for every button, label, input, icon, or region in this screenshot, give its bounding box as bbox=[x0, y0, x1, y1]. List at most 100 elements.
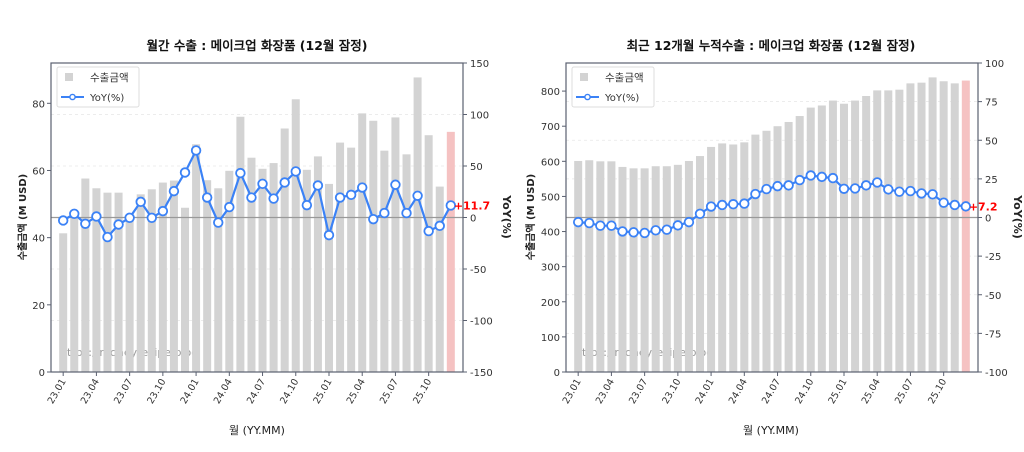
yoy-point bbox=[368, 213, 379, 225]
x-tick-label: 24.10 bbox=[278, 377, 301, 406]
bar bbox=[158, 182, 167, 372]
bar bbox=[291, 99, 300, 372]
bar bbox=[391, 117, 400, 373]
y-tick-label: 60 bbox=[32, 166, 45, 177]
yoy-point bbox=[750, 188, 761, 200]
yoy-point bbox=[783, 180, 794, 191]
bar bbox=[684, 160, 693, 372]
yoy-point bbox=[960, 201, 972, 212]
yoy-point bbox=[716, 199, 728, 211]
bar bbox=[324, 183, 333, 372]
bar bbox=[103, 192, 112, 372]
bar bbox=[928, 77, 937, 372]
yoy-point bbox=[584, 217, 595, 229]
x-tick-label: 25.07 bbox=[378, 377, 401, 406]
legend-bar-swatch bbox=[580, 73, 588, 81]
yoy-point bbox=[412, 190, 423, 201]
yoy-point bbox=[113, 219, 124, 230]
yoy-point bbox=[246, 192, 257, 203]
yoy-point bbox=[827, 172, 839, 184]
bar bbox=[269, 163, 278, 372]
yoy-point bbox=[860, 180, 872, 191]
legend: 수출금액 YoY(%) bbox=[56, 66, 140, 108]
yoy-point bbox=[190, 145, 202, 156]
chart-title: 월간 수출 : 메이크업 화장품 (12월 잠정) bbox=[147, 38, 368, 53]
legend-label-bars: 수출금액 bbox=[90, 72, 129, 84]
bar bbox=[424, 135, 433, 372]
yoy-point bbox=[794, 174, 805, 186]
bar bbox=[806, 107, 815, 373]
yoy-point bbox=[606, 220, 617, 231]
x-tick-label: 24.10 bbox=[793, 377, 816, 406]
yoy-point bbox=[213, 217, 224, 228]
bar bbox=[247, 157, 256, 372]
yoy-point bbox=[683, 216, 695, 228]
bar bbox=[817, 105, 826, 373]
bar bbox=[773, 126, 782, 372]
bar bbox=[740, 142, 749, 372]
bar bbox=[446, 131, 455, 372]
bar bbox=[707, 146, 716, 372]
yoy-point bbox=[146, 212, 157, 224]
yoy-point bbox=[69, 208, 80, 219]
y-tick-label: 100 bbox=[541, 333, 560, 344]
y-axis-label: 수출금액 (M USD) bbox=[524, 174, 537, 260]
yoy-point bbox=[595, 220, 606, 231]
yoy-point bbox=[334, 192, 346, 203]
y2-tick-label: -100 bbox=[985, 368, 1008, 379]
bar bbox=[192, 144, 201, 372]
yoy-point bbox=[80, 218, 91, 229]
yoy-point bbox=[849, 183, 861, 194]
bar bbox=[917, 82, 926, 372]
y2-tick-label: -100 bbox=[470, 317, 493, 328]
yoy-point bbox=[423, 225, 434, 237]
bar bbox=[258, 168, 267, 372]
x-tick-label: 23.01 bbox=[46, 377, 69, 406]
bar bbox=[214, 188, 223, 372]
bar bbox=[225, 170, 234, 372]
bar bbox=[795, 116, 804, 372]
yoy-point bbox=[572, 216, 584, 228]
yoy-point bbox=[124, 212, 135, 224]
yoy-point bbox=[739, 198, 750, 209]
y2-tick-label: 100 bbox=[470, 111, 489, 122]
yoy-point bbox=[905, 185, 916, 197]
yoy-point bbox=[179, 167, 191, 178]
x-axis-label: 월 (YY.MM) bbox=[229, 424, 285, 437]
bar bbox=[895, 89, 904, 372]
y-tick-label: 700 bbox=[541, 122, 560, 133]
yoy-point bbox=[102, 231, 113, 243]
x-tick-label: 23.07 bbox=[112, 377, 135, 406]
yoy-point bbox=[938, 197, 949, 208]
yoy-point bbox=[57, 215, 69, 226]
y2-tick-label: -150 bbox=[470, 368, 493, 379]
x-tick-label: 24.07 bbox=[760, 377, 783, 406]
legend-marker-swatch bbox=[584, 93, 591, 101]
bar bbox=[651, 166, 660, 372]
x-tick-label: 23.07 bbox=[627, 377, 650, 406]
yoy-point bbox=[168, 185, 180, 197]
bar bbox=[884, 90, 893, 372]
y2-tick-label: 150 bbox=[470, 59, 489, 70]
bar bbox=[136, 194, 145, 372]
x-axis-label: 월 (YY.MM) bbox=[743, 424, 799, 437]
bar bbox=[950, 83, 959, 372]
bar bbox=[125, 214, 134, 372]
x-tick-label: 23.01 bbox=[561, 377, 584, 406]
bar bbox=[70, 214, 79, 372]
bar bbox=[784, 121, 793, 372]
y-tick-label: 80 bbox=[32, 99, 45, 110]
y2-axis-label: YoY(%) bbox=[1011, 194, 1024, 239]
y-tick-label: 40 bbox=[32, 234, 45, 245]
bar bbox=[181, 207, 190, 372]
yoy-point bbox=[894, 186, 905, 197]
bar bbox=[596, 161, 605, 372]
yoy-point bbox=[91, 211, 102, 222]
bar bbox=[574, 160, 583, 372]
x-tick-label: 23.10 bbox=[145, 377, 168, 406]
y2-tick-label: 0 bbox=[470, 214, 476, 225]
yoy-point bbox=[761, 183, 772, 195]
yoy-point bbox=[312, 180, 324, 191]
x-tick-label: 25.04 bbox=[860, 377, 883, 406]
y2-tick-label: 100 bbox=[985, 59, 1004, 70]
